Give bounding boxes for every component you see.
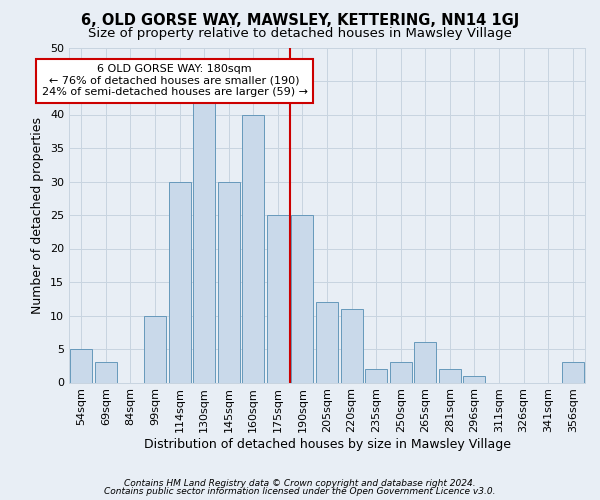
Bar: [365, 369, 387, 382]
Bar: [562, 362, 584, 382]
Bar: [439, 369, 461, 382]
Bar: [292, 215, 313, 382]
Text: Size of property relative to detached houses in Mawsley Village: Size of property relative to detached ho…: [88, 28, 512, 40]
Text: Contains public sector information licensed under the Open Government Licence v3: Contains public sector information licen…: [104, 487, 496, 496]
Bar: [267, 215, 289, 382]
Bar: [341, 309, 362, 382]
Bar: [193, 101, 215, 382]
Bar: [95, 362, 117, 382]
Y-axis label: Number of detached properties: Number of detached properties: [31, 116, 44, 314]
Text: 6 OLD GORSE WAY: 180sqm
← 76% of detached houses are smaller (190)
24% of semi-d: 6 OLD GORSE WAY: 180sqm ← 76% of detache…: [41, 64, 308, 98]
Bar: [70, 349, 92, 382]
Bar: [414, 342, 436, 382]
Bar: [389, 362, 412, 382]
Bar: [463, 376, 485, 382]
Text: 6, OLD GORSE WAY, MAWSLEY, KETTERING, NN14 1GJ: 6, OLD GORSE WAY, MAWSLEY, KETTERING, NN…: [81, 12, 519, 28]
Bar: [316, 302, 338, 382]
Bar: [242, 114, 265, 382]
Bar: [169, 182, 191, 382]
Text: Contains HM Land Registry data © Crown copyright and database right 2024.: Contains HM Land Registry data © Crown c…: [124, 478, 476, 488]
Bar: [218, 182, 240, 382]
Bar: [144, 316, 166, 382]
X-axis label: Distribution of detached houses by size in Mawsley Village: Distribution of detached houses by size …: [143, 438, 511, 451]
